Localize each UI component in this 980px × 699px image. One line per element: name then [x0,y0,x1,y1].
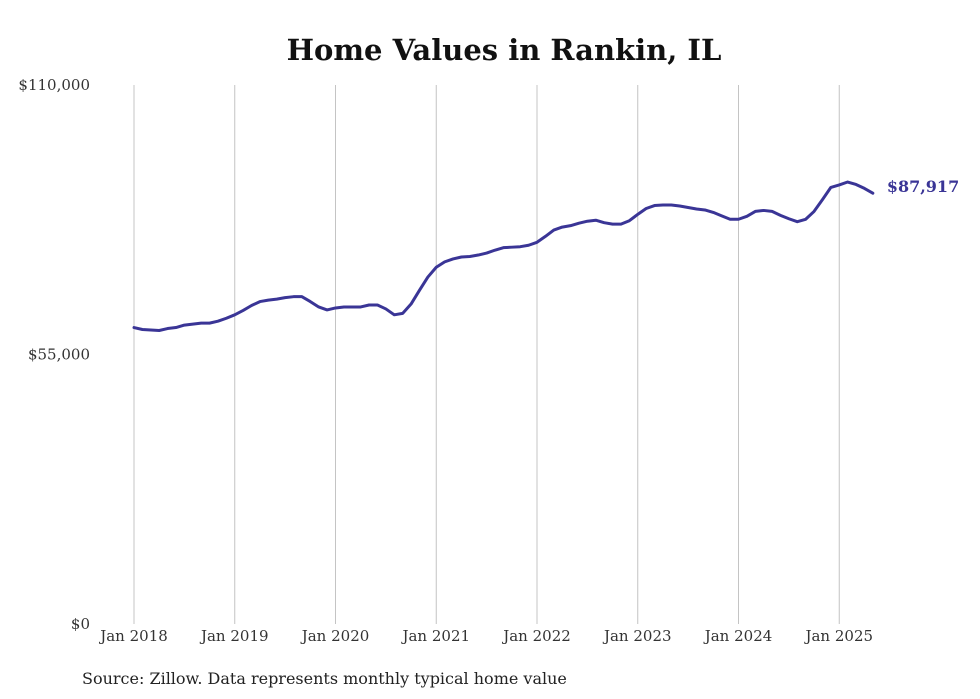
x-tick-label: Jan 2019 [199,627,269,645]
home-value-series-line [132,180,875,332]
x-tick-label: Jan 2022 [501,627,571,645]
x-tick-label: Jan 2018 [98,627,168,645]
y-tick-label: $110,000 [18,76,90,94]
x-tick-label: Jan 2024 [703,627,773,645]
y-tick-label: $55,000 [28,346,90,364]
x-axis-tick-labels: Jan 2018 Jan 2019 Jan 2020 Jan 2021 Jan 2022… [98,627,873,645]
y-axis-tick-labels: $0 $55,000 $110,000 [18,76,90,633]
x-tick-label: Jan 2023 [602,627,672,645]
gridlines [133,85,840,624]
x-tick-label: Jan 2021 [400,627,470,645]
source-note: Source: Zillow. Data represents monthly … [82,669,567,688]
x-tick-label: Jan 2025 [803,627,873,645]
chart-title: Home Values in Rankin, IL [287,33,722,67]
y-tick-label: $0 [71,615,90,633]
latest-value-label: $87,917 [887,177,959,196]
x-tick-label: Jan 2020 [300,627,370,645]
